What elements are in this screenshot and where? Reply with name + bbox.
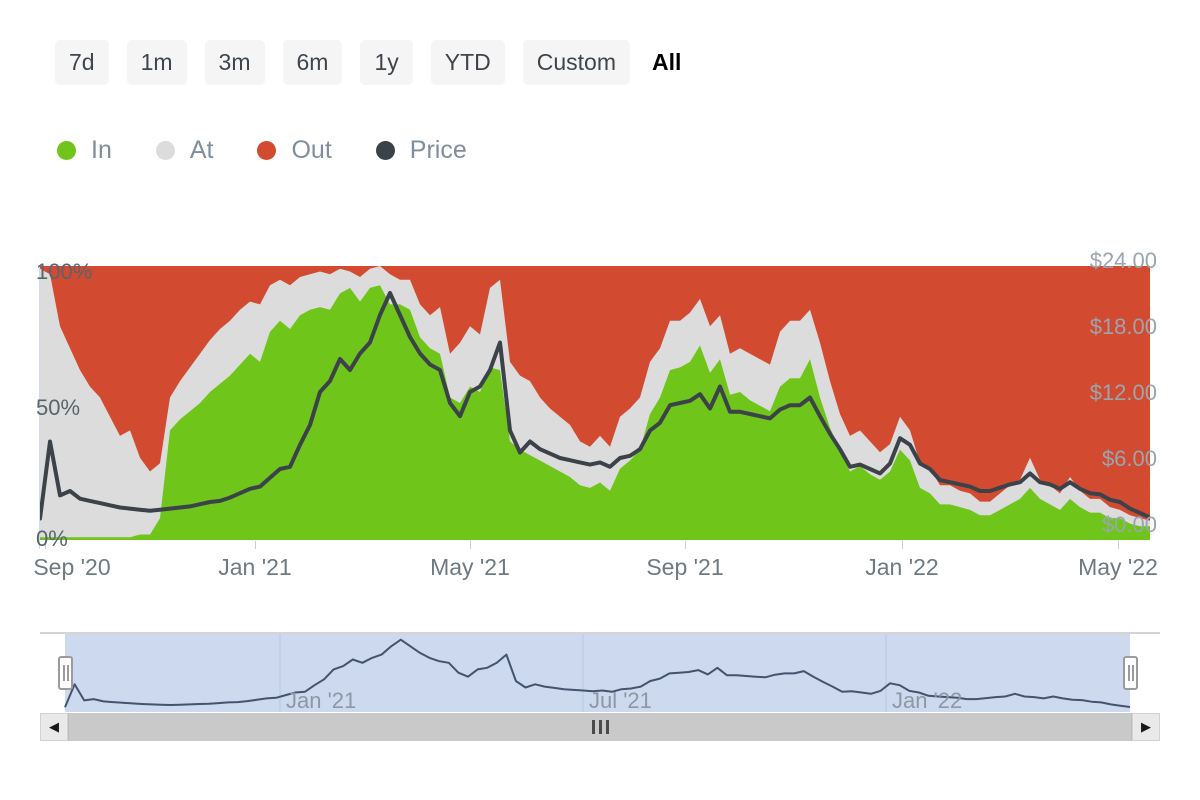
y-axis-right-label: $12.00	[1089, 380, 1157, 405]
y-axis-right-label: $0.00	[1101, 512, 1157, 537]
legend-dot-icon	[257, 141, 277, 160]
in-area	[40, 285, 1150, 540]
thumb-grip-icon	[598, 720, 602, 734]
legend-dot-icon	[375, 141, 395, 160]
y-axis-right-label: $24.00	[1089, 248, 1157, 273]
legend-item-out[interactable]: Out	[257, 136, 332, 165]
range-button-7d[interactable]: 7d	[55, 40, 109, 85]
horizontal-scrollbar[interactable]: ◀ ▶	[40, 713, 1160, 741]
y-axis-right-label: $6.00	[1101, 446, 1157, 471]
x-axis-label: May '21	[430, 554, 510, 580]
x-axis-label: Sep '20	[33, 554, 111, 580]
range-button-3m[interactable]: 3m	[204, 40, 265, 85]
range-button-6m[interactable]: 6m	[282, 40, 343, 85]
navigator-minichart[interactable]	[40, 634, 1160, 712]
legend-item-at[interactable]: At	[155, 136, 214, 165]
x-axis-tick	[470, 541, 471, 549]
x-axis-label: Jan '21	[218, 554, 292, 580]
navigator-x-label: Jan '22	[892, 688, 963, 713]
y-axis-left-label: 0%	[36, 526, 68, 551]
navigator-selected-range[interactable]	[65, 634, 1130, 712]
x-axis-tick	[902, 541, 903, 549]
y-axis-line	[39, 266, 40, 549]
scrollbar-thumb[interactable]	[68, 713, 1132, 741]
handle-grip-icon	[1127, 665, 1134, 681]
x-axis-label: Jan '22	[865, 554, 939, 580]
legend-dot-icon	[57, 141, 76, 160]
y-axis-right-label: $18.00	[1089, 314, 1157, 339]
legend-label: At	[189, 136, 214, 164]
navigator-left-handle[interactable]	[58, 656, 73, 690]
right-arrow-icon: ▶	[1141, 719, 1151, 734]
x-axis-tick	[685, 541, 686, 549]
x-axis-tick	[255, 541, 256, 549]
price-line	[40, 291, 1150, 521]
range-button-custom[interactable]: Custom	[522, 40, 630, 85]
thumb-grip-icon	[591, 720, 595, 734]
navigator-price-line	[64, 638, 1131, 708]
handle-grip-icon	[62, 665, 69, 681]
navigator[interactable]: Jan '21 Jul '21 Jan '22	[40, 632, 1160, 713]
navigator-x-label: Jul '21	[589, 688, 652, 713]
left-arrow-icon: ◀	[49, 719, 59, 734]
range-button-all[interactable]: All	[648, 40, 685, 85]
legend-item-in[interactable]: In	[57, 136, 112, 165]
legend-label: Out	[291, 136, 332, 164]
range-button-1y[interactable]: 1y	[360, 40, 413, 85]
legend-dot-icon	[155, 141, 175, 160]
range-button-ytd[interactable]: YTD	[430, 40, 505, 85]
y-axis-left-label: 100%	[36, 259, 93, 284]
time-range-toolbar: 7d 1m 3m 6m 1y YTD Custom All	[55, 40, 685, 85]
thumb-grip-icon	[605, 720, 609, 734]
x-axis-label: Sep '21	[646, 554, 724, 580]
legend-item-price[interactable]: Price	[375, 136, 467, 165]
legend-label: In	[91, 136, 112, 164]
x-axis-tick	[1118, 541, 1119, 549]
main-chart-plot[interactable]	[40, 266, 1150, 540]
range-button-1m[interactable]: 1m	[126, 40, 187, 85]
x-axis-tick	[45, 541, 46, 549]
x-axis-label: May '22	[1078, 554, 1158, 580]
navigator-x-label: Jan '21	[286, 688, 357, 713]
scroll-left-button[interactable]: ◀	[40, 713, 68, 741]
main-chart-region: 100% 50% 0% $24.00 $18.00 $12.00 $6.00 $0.00 Sep…	[33, 248, 1158, 580]
legend: In At Out Price	[57, 136, 467, 165]
scroll-right-button[interactable]: ▶	[1132, 713, 1160, 741]
navigator-right-handle[interactable]	[1123, 656, 1138, 690]
y-axis-left-label: 50%	[36, 395, 81, 420]
legend-label: Price	[409, 136, 467, 164]
